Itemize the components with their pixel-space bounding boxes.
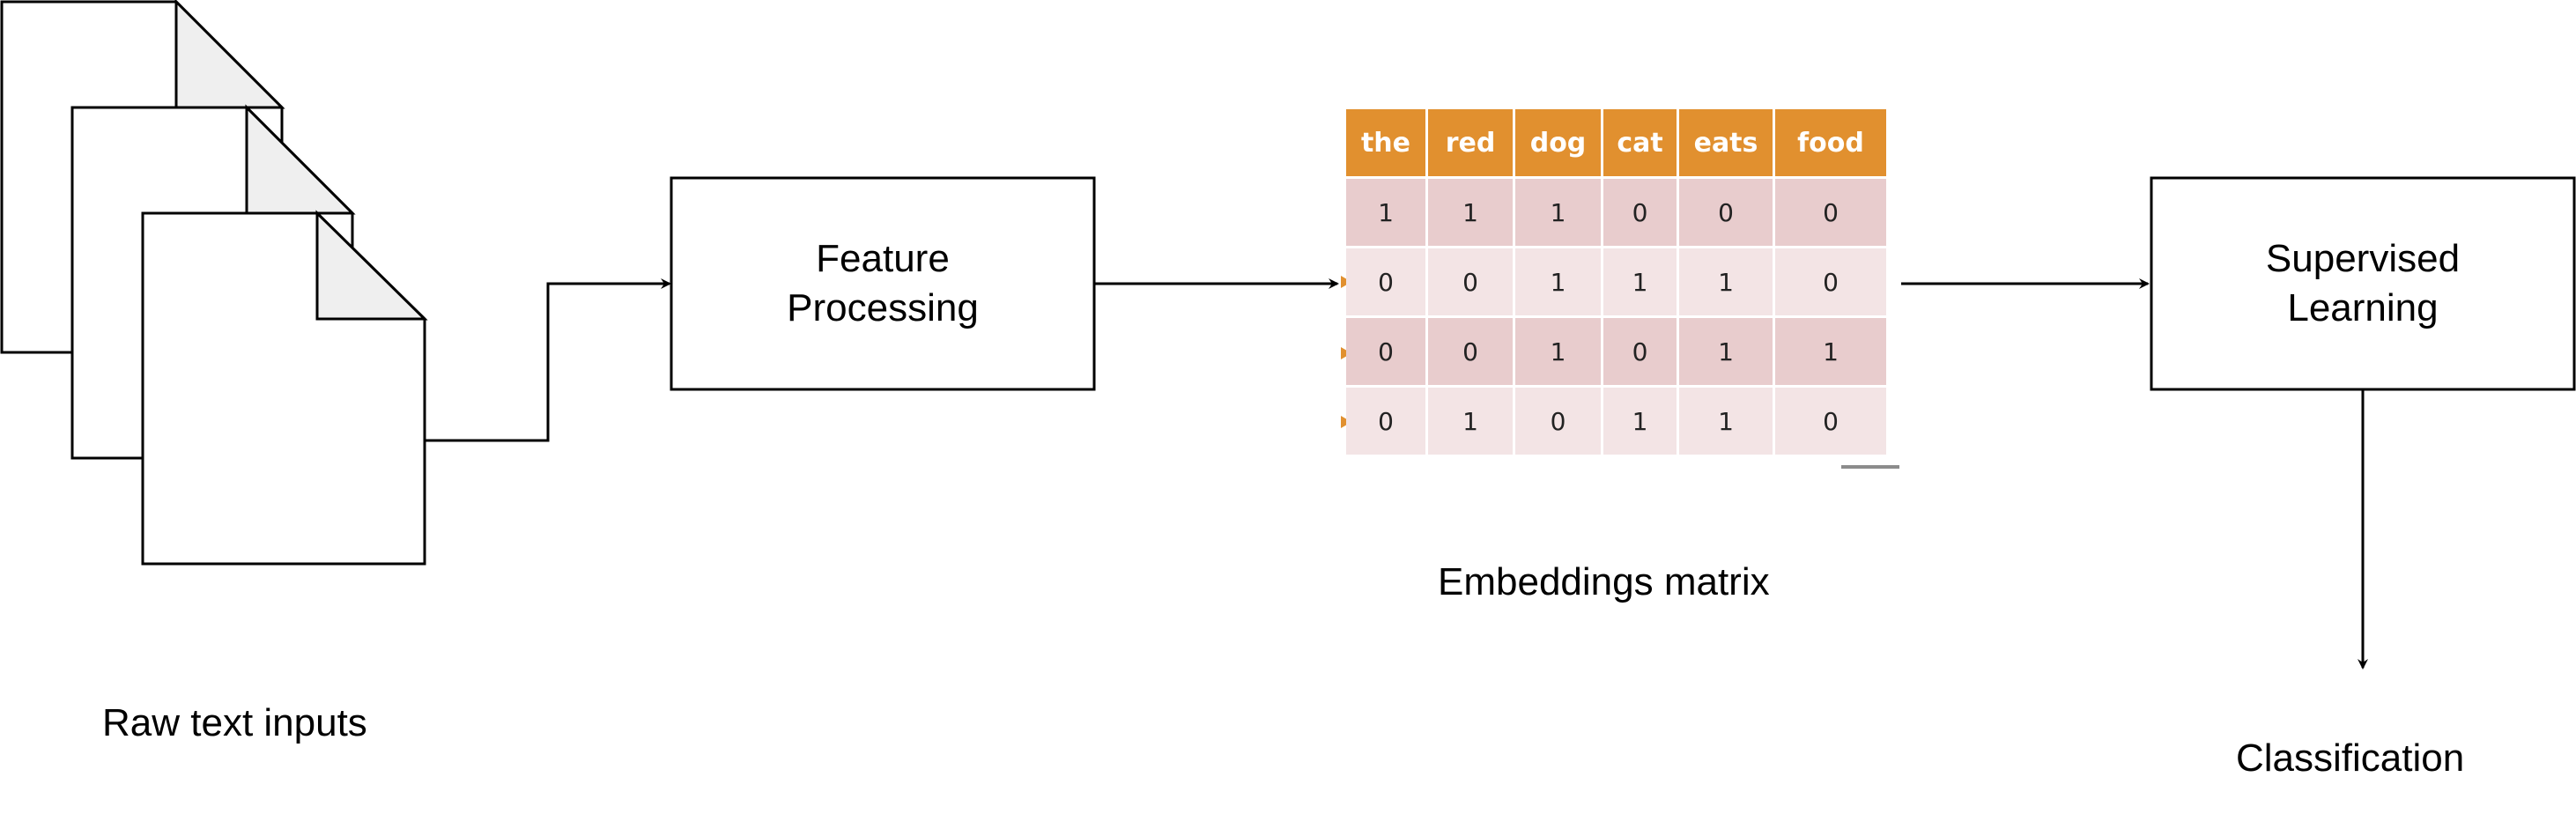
matrix-header-cell: the	[1346, 109, 1428, 179]
matrix-cell: 0	[1602, 177, 1679, 248]
matrix-row: 0 1 0 1 1 0	[1346, 386, 1889, 457]
matrix-cell: 1	[1602, 247, 1679, 318]
supervised-learning-label: Supervised Learning	[2151, 234, 2574, 333]
supervised-learning-line1: Supervised	[2265, 237, 2461, 280]
matrix-cell: 0	[1677, 177, 1775, 248]
document-stack-icon	[0, 0, 428, 566]
supervised-learning-line2: Learning	[2287, 286, 2439, 329]
matrix-header-cell: dog	[1514, 109, 1603, 179]
feature-processing-label: Feature Processing	[671, 234, 1094, 333]
matrix-header-cell: food	[1773, 109, 1889, 179]
matrix-cell: 0	[1346, 247, 1428, 318]
feature-processing-line2: Processing	[787, 286, 979, 329]
matrix-header-cell: eats	[1677, 109, 1775, 179]
document-front	[141, 210, 428, 566]
matrix-cell: 0	[1426, 247, 1515, 318]
matrix-row: 0 0 1 0 1 1	[1346, 316, 1889, 388]
matrix-header-cell: red	[1426, 109, 1515, 179]
matrix-cell: 1	[1773, 316, 1889, 388]
matrix-cell: 0	[1346, 386, 1428, 457]
matrix-cell: 0	[1602, 316, 1679, 388]
embeddings-matrix: the red dog cat eats food 1 1 1 0 0 0 0 …	[1346, 109, 1889, 457]
matrix-cell: 1	[1426, 177, 1515, 248]
arrow-docs-to-feature	[425, 278, 671, 442]
raw-text-inputs-label: Raw text inputs	[102, 701, 367, 744]
matrix-cell: 1	[1677, 316, 1775, 388]
matrix-cell: 1	[1514, 177, 1603, 248]
matrix-cell: 0	[1514, 386, 1603, 457]
matrix-cell: 0	[1773, 177, 1889, 248]
matrix-row: 0 0 1 1 1 0	[1346, 247, 1889, 318]
matrix-cell: 0	[1773, 247, 1889, 318]
embeddings-matrix-label: Embeddings matrix	[1438, 560, 1770, 603]
classification-label: Classification	[2236, 736, 2465, 780]
feature-processing-line1: Feature	[816, 237, 950, 280]
matrix-row: 1 1 1 0 0 0	[1346, 177, 1889, 248]
matrix-cell: 0	[1773, 386, 1889, 457]
matrix-header-row: the red dog cat eats food	[1346, 109, 1889, 179]
supervised-learning-box	[2150, 176, 2576, 391]
matrix-cell: 1	[1602, 386, 1679, 457]
matrix-cell: 1	[1426, 386, 1515, 457]
matrix-cell: 0	[1346, 316, 1428, 388]
matrix-cell: 1	[1677, 247, 1775, 318]
feature-processing-box	[670, 176, 1096, 391]
matrix-cell: 0	[1426, 316, 1515, 388]
matrix-cell: 1	[1677, 386, 1775, 457]
matrix-cell: 1	[1346, 177, 1428, 248]
matrix-header-cell: cat	[1602, 109, 1679, 179]
matrix-cell: 1	[1514, 316, 1603, 388]
matrix-cell: 1	[1514, 247, 1603, 318]
